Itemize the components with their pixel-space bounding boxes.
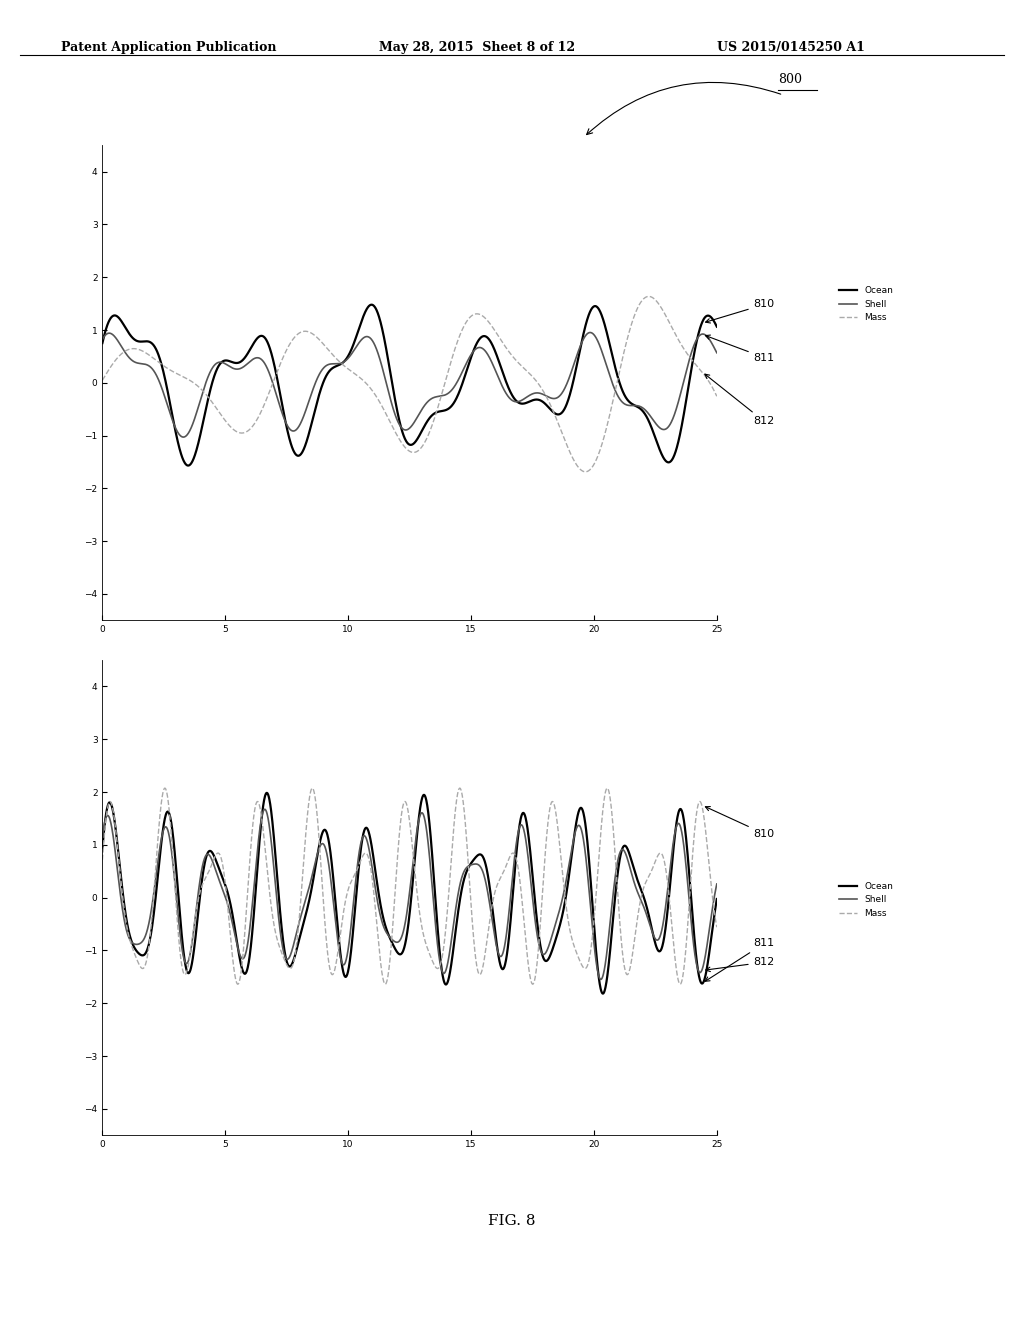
- Text: 800: 800: [778, 73, 802, 86]
- Text: 812: 812: [706, 957, 775, 972]
- Line: Ocean: Ocean: [102, 793, 717, 994]
- Mass: [128, 341, 140, 356]
- Ocean: [711, 318, 723, 334]
- Text: 812: 812: [705, 374, 775, 426]
- Shell: [395, 929, 408, 945]
- Line: Shell: Shell: [102, 809, 717, 979]
- Ocean: [693, 323, 706, 339]
- Mass: [711, 919, 723, 935]
- Line: Ocean: Ocean: [102, 305, 717, 466]
- Ocean: [693, 322, 706, 338]
- Ocean: [96, 840, 109, 855]
- Ocean: [128, 331, 140, 347]
- Text: 810: 810: [706, 807, 775, 838]
- Text: US 2015/0145250 A1: US 2015/0145250 A1: [717, 41, 864, 54]
- Text: FIG. 8: FIG. 8: [488, 1214, 536, 1228]
- Shell: [258, 801, 270, 817]
- Mass: [693, 360, 706, 376]
- Ocean: [581, 825, 593, 841]
- Ocean: [395, 946, 408, 962]
- Mass: [128, 944, 140, 960]
- Mass: [693, 793, 706, 809]
- Shell: [581, 855, 593, 871]
- Text: 810: 810: [706, 300, 775, 323]
- Shell: [693, 965, 706, 981]
- Mass: [581, 960, 593, 975]
- Shell: [128, 354, 140, 370]
- Mass: [526, 977, 539, 993]
- Ocean: [379, 917, 391, 933]
- Ocean: [128, 939, 140, 954]
- Shell: [584, 325, 596, 341]
- Ocean: [711, 891, 723, 907]
- Ocean: [96, 335, 109, 351]
- Ocean: [597, 986, 609, 1002]
- Shell: [177, 429, 189, 445]
- Line: Shell: Shell: [102, 333, 717, 437]
- Legend: Ocean, Shell, Mass: Ocean, Shell, Mass: [836, 878, 897, 921]
- Mass: [693, 362, 706, 378]
- Shell: [711, 876, 723, 892]
- Ocean: [366, 297, 378, 313]
- Ocean: [395, 422, 408, 438]
- Mass: [580, 463, 592, 479]
- Line: Mass: Mass: [102, 788, 717, 985]
- Shell: [595, 972, 607, 987]
- Shell: [693, 965, 706, 981]
- Mass: [693, 793, 706, 809]
- Ocean: [379, 337, 391, 352]
- Line: Mass: Mass: [102, 297, 717, 471]
- Ocean: [261, 785, 273, 801]
- Text: 811: 811: [706, 939, 775, 981]
- Ocean: [693, 970, 706, 986]
- Shell: [711, 345, 723, 360]
- Mass: [581, 463, 593, 479]
- Mass: [379, 404, 391, 420]
- Legend: Ocean, Shell, Mass: Ocean, Shell, Mass: [836, 282, 897, 326]
- Shell: [96, 829, 109, 845]
- Text: Patent Application Publication: Patent Application Publication: [61, 41, 276, 54]
- Mass: [379, 977, 391, 993]
- Mass: [306, 780, 318, 796]
- Mass: [96, 372, 109, 388]
- Text: 811: 811: [706, 335, 775, 363]
- Ocean: [581, 313, 593, 329]
- Shell: [96, 331, 109, 347]
- Shell: [693, 327, 706, 343]
- Ocean: [693, 969, 706, 985]
- Ocean: [182, 458, 195, 474]
- Shell: [395, 420, 408, 436]
- Shell: [581, 326, 593, 342]
- Mass: [395, 807, 408, 822]
- Shell: [693, 327, 706, 343]
- Text: May 28, 2015  Sheet 8 of 12: May 28, 2015 Sheet 8 of 12: [379, 41, 575, 54]
- Mass: [395, 434, 408, 450]
- Mass: [96, 851, 109, 867]
- Shell: [379, 371, 391, 387]
- Shell: [128, 936, 140, 952]
- Mass: [711, 388, 723, 404]
- Mass: [643, 289, 655, 305]
- Shell: [379, 923, 391, 939]
